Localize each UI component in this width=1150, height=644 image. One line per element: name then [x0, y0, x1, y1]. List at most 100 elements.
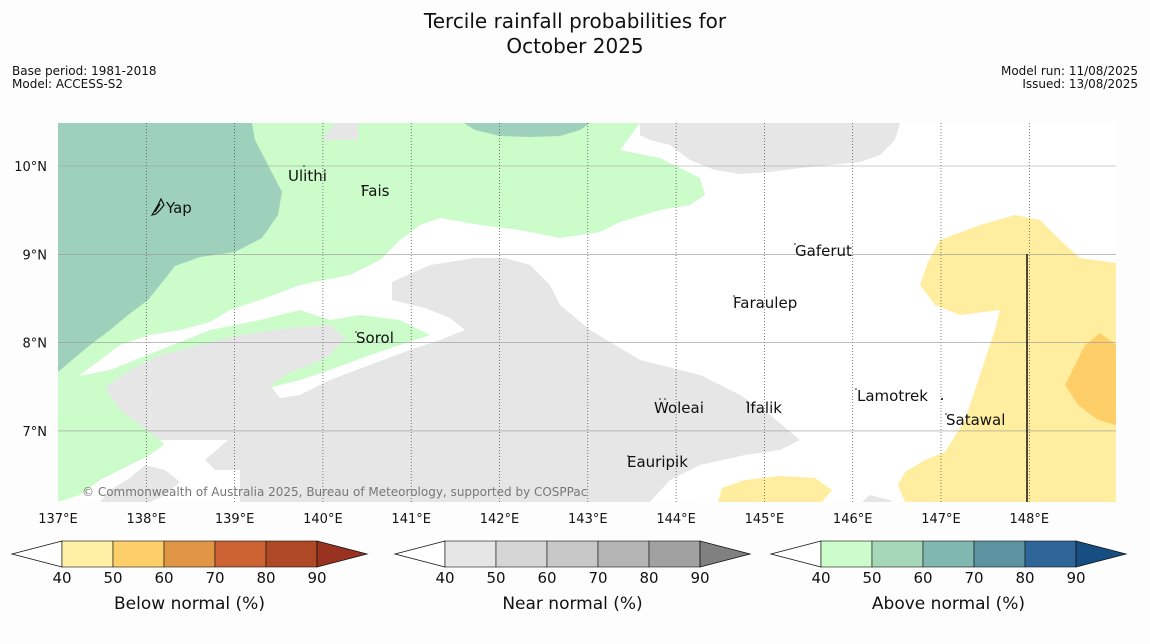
dot-gaferut [794, 243, 796, 245]
label-lamotrek: Lamotrek [857, 387, 928, 405]
dot-faraulep [733, 295, 735, 297]
region-below-normal-50 [1065, 333, 1116, 425]
lon-label: 144°E [656, 512, 696, 527]
region-below-normal-40 [898, 215, 1116, 502]
colorbar-segment [163, 540, 216, 568]
colorbar-tick: 50 [486, 569, 505, 587]
title-line-1: Tercile rainfall probabilities for [423, 9, 727, 33]
copyright-notice: © Commonwealth of Australia 2025, Bureau… [82, 485, 587, 499]
colorbar-segment [61, 540, 114, 568]
colorbar-extend-low [10, 540, 63, 568]
region-near-normal-e [862, 495, 892, 502]
lon-label: 145°E [745, 512, 785, 527]
dot-woleai-2 [664, 398, 666, 400]
colorbar: 40 50 60 70 80 90 Above normal (%) [769, 540, 1128, 614]
dot-ulithi [303, 165, 305, 167]
colorbar-tick: 70 [205, 569, 224, 587]
lon-label: 138°E [127, 512, 167, 527]
dot-satawal [945, 413, 947, 415]
graticule [58, 123, 1116, 502]
lon-label: 137°E [38, 512, 78, 527]
colorbar-segment [1024, 540, 1077, 568]
colorbar-label: Above normal (%) [872, 594, 1025, 614]
label-faraulep: Faraulep [733, 294, 797, 312]
longitude-labels: 137°E 138°E 139°E 140°E 141°E 142°E 143°E 144°E… [38, 512, 1049, 527]
lat-label: 9°N [23, 248, 48, 263]
label-sorol: Sorol [356, 329, 394, 347]
colorbar-tick: 40 [811, 569, 830, 587]
lon-label: 140°E [303, 512, 343, 527]
label-gaferut: Gaferut [795, 242, 852, 260]
region-gap-1 [160, 440, 240, 502]
lon-label: 146°E [833, 512, 873, 527]
model-name: Model: ACCESS-S2 [12, 77, 124, 91]
colorbar-extend-low [769, 540, 822, 568]
colorbar: 40 50 60 70 80 90 Below normal (%) [10, 540, 369, 614]
region-above-normal-50-b [464, 123, 590, 137]
colorbar-label: Below normal (%) [114, 594, 265, 614]
issued-date: Issued: 13/08/2025 [1022, 77, 1138, 91]
colorbar-segment [648, 540, 701, 568]
colorbar-tick: 40 [52, 569, 71, 587]
lon-label: 141°E [391, 512, 431, 527]
colorbar-segment [973, 540, 1026, 568]
colorbar-segment [495, 540, 548, 568]
colorbar-segment [444, 540, 497, 568]
colorbar-tick: 70 [588, 569, 607, 587]
colorbar-segment [112, 540, 165, 568]
lon-label: 139°E [215, 512, 255, 527]
label-fais: Fais [361, 182, 390, 200]
colorbar-extend-high [1075, 540, 1128, 568]
colorbar-tick: 60 [154, 569, 173, 587]
colorbar-segment [265, 540, 318, 568]
dot-fais [361, 185, 363, 187]
dot-eauripik [627, 455, 629, 457]
label-woleai: Woleai [654, 399, 704, 417]
region-near-normal-ne [640, 123, 900, 174]
label-ulithi: Ulithi [288, 167, 327, 185]
colorbar-tick: 70 [964, 569, 983, 587]
model-run: Model run: 11/08/2025 [1000, 64, 1138, 78]
colorbars: 40 50 60 70 80 90 Below normal (%) 40 50 60 70 80 90… [10, 540, 1128, 614]
dot-woleai-1 [659, 398, 661, 400]
label-eauripik: Eauripik [627, 453, 688, 471]
colorbar-tick: 50 [103, 569, 122, 587]
region-above-normal-40-b [58, 310, 430, 502]
colorbar-segment [597, 540, 650, 568]
lon-label: 147°E [921, 512, 961, 527]
colorbar-tick: 50 [862, 569, 881, 587]
colorbar-tick: 90 [307, 569, 326, 587]
lon-label: 148°E [1010, 512, 1050, 527]
colorbar: 40 50 60 70 80 90 Near normal (%) [393, 540, 752, 614]
map-area [58, 123, 1116, 502]
model-info: Base period: 1981-2018 Model: ACCESS-S2 [12, 65, 157, 91]
colorbar-segment [922, 540, 975, 568]
colorbar-label: Near normal (%) [502, 594, 642, 614]
region-above-normal-50 [58, 123, 282, 372]
region-below-normal-40-s [718, 476, 832, 502]
lat-label: 10°N [14, 160, 47, 175]
dot-ifalik [746, 401, 748, 403]
colorbar-extend-high [699, 540, 752, 568]
colorbar-tick: 60 [537, 569, 556, 587]
colorbar-tick: 80 [256, 569, 275, 587]
base-period: Base period: 1981-2018 [12, 64, 157, 78]
latitude-labels: 10°N 9°N 8°N 7°N [14, 160, 47, 440]
lon-label: 142°E [480, 512, 520, 527]
colorbar-extend-low [393, 540, 446, 568]
label-ifalik: Ifalik [746, 399, 782, 417]
colorbar-segment [214, 540, 267, 568]
lat-label: 8°N [23, 337, 48, 352]
colorbar-tick: 90 [1066, 569, 1085, 587]
chart-title: Tercile rainfall probabilities for Octob… [0, 9, 1150, 59]
colorbar-tick: 60 [913, 569, 932, 587]
dot-sorol [355, 331, 357, 333]
lat-label: 7°N [23, 425, 48, 440]
dot-lamotrek [855, 388, 857, 390]
colorbar-tick: 80 [639, 569, 658, 587]
region-near-normal-n [322, 123, 358, 140]
colorbar-segment [546, 540, 599, 568]
label-satawal: Satawal [946, 411, 1005, 429]
colorbar-segment [820, 540, 873, 568]
colorbar-tick: 80 [1015, 569, 1034, 587]
